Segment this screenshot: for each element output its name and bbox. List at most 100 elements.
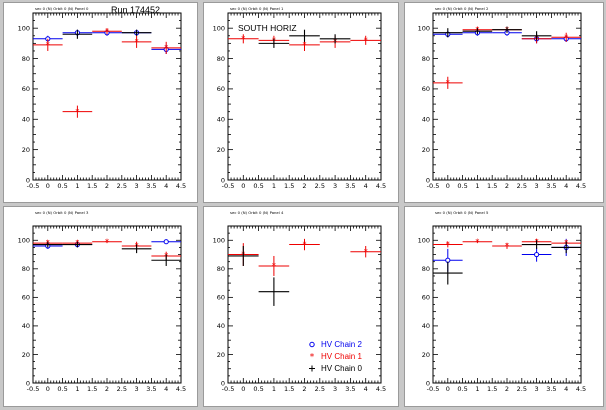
panel-4: sec 0 (N) Orbit 0 (N) Panel 402040608010… xyxy=(203,206,399,407)
y-tick-label: 0 xyxy=(221,379,225,387)
data-point-chain1: * xyxy=(241,34,245,43)
y-tick-label: 20 xyxy=(22,351,30,359)
y-tick-label: 100 xyxy=(213,237,225,245)
y-tick-label: 80 xyxy=(22,55,30,63)
legend-entry: * HV Chain 1 xyxy=(310,352,363,363)
x-tick-label: -0.5 xyxy=(427,182,440,190)
x-tick-label: 1 xyxy=(272,182,276,190)
x-tick-label: 2 xyxy=(105,385,109,393)
y-tick-label: 100 xyxy=(18,24,30,32)
x-tick-label: 2 xyxy=(302,385,306,393)
x-tick-label: 2.5 xyxy=(517,385,527,393)
y-tick-label: 60 xyxy=(422,294,430,302)
panel-5: sec 0 (N) Orbit 0 (N) Panel 502040608010… xyxy=(404,206,604,407)
x-tick-label: 3 xyxy=(135,385,139,393)
y-tick-label: 80 xyxy=(422,265,430,273)
y-tick-label: 0 xyxy=(426,176,430,184)
x-tick-label: -0.5 xyxy=(222,385,235,393)
data-point-chain1: * xyxy=(505,242,509,251)
legend-entry: HV Chain 0 xyxy=(309,364,362,373)
x-tick-label: 2 xyxy=(505,182,509,190)
data-point-chain1: * xyxy=(164,44,168,53)
x-tick-label: 0 xyxy=(241,182,245,190)
x-tick-label: 4 xyxy=(164,182,168,190)
y-tick-label: 0 xyxy=(426,379,430,387)
y-tick-label: 80 xyxy=(217,265,225,273)
panel-title: sec 0 (N) Orbit 0 (N) Panel 2 xyxy=(435,6,489,11)
x-tick-label: 3.5 xyxy=(146,182,156,190)
x-tick-label: 1.5 xyxy=(487,385,497,393)
y-tick-label: 20 xyxy=(217,146,225,154)
panel-0: sec 0 (N) Orbit 0 (N) Panel 0 Run 174452 0… xyxy=(3,2,198,203)
x-tick-label: 2.5 xyxy=(117,385,127,393)
pad-background xyxy=(203,2,399,203)
y-tick-label: 60 xyxy=(22,294,30,302)
data-point-chain1: * xyxy=(364,247,368,256)
x-tick-label: 3 xyxy=(535,385,539,393)
y-tick-label: 80 xyxy=(22,265,30,273)
y-tick-label: 0 xyxy=(221,176,225,184)
y-tick-label: 80 xyxy=(422,55,430,63)
x-tick-label: 0.5 xyxy=(57,182,67,190)
y-tick-label: 60 xyxy=(217,85,225,93)
panel-title: sec 0 (N) Orbit 0 (N) Panel 3 xyxy=(35,210,89,215)
y-tick-label: 40 xyxy=(422,116,430,124)
x-tick-label: 1.5 xyxy=(284,182,294,190)
x-tick-label: 2.5 xyxy=(117,182,127,190)
pad-background xyxy=(404,2,604,203)
legend-marker-circle xyxy=(309,341,315,348)
x-tick-label: -0.5 xyxy=(27,385,40,393)
pad-background xyxy=(3,2,198,203)
data-point-chain1: * xyxy=(475,237,479,246)
x-tick-label: 0.5 xyxy=(253,385,263,393)
x-tick-label: 4.5 xyxy=(176,182,186,190)
x-tick-label: 3.5 xyxy=(345,182,355,190)
x-tick-label: 0.5 xyxy=(253,182,263,190)
x-tick-label: -0.5 xyxy=(222,182,235,190)
x-tick-label: 3.5 xyxy=(345,385,355,393)
panel-2: sec 0 (N) Orbit 0 (N) Panel 202040608010… xyxy=(404,2,604,203)
x-tick-label: 3 xyxy=(333,385,337,393)
x-tick-label: 4 xyxy=(164,385,168,393)
x-tick-label: 3 xyxy=(333,182,337,190)
y-tick-label: 100 xyxy=(418,237,430,245)
x-tick-label: 2 xyxy=(302,182,306,190)
x-tick-label: 4 xyxy=(564,385,568,393)
y-tick-label: 40 xyxy=(217,322,225,330)
x-tick-label: 4.5 xyxy=(376,385,386,393)
data-point-chain2 xyxy=(534,251,540,258)
legend-label: HV Chain 2 xyxy=(321,340,362,349)
x-tick-label: 3.5 xyxy=(546,385,556,393)
x-tick-label: 1 xyxy=(75,182,79,190)
y-tick-label: 60 xyxy=(422,85,430,93)
data-point-chain1: * xyxy=(446,240,450,249)
x-tick-label: 1 xyxy=(475,385,479,393)
y-tick-label: 100 xyxy=(213,24,225,32)
x-tick-label: 1 xyxy=(75,385,79,393)
y-tick-label: 20 xyxy=(422,351,430,359)
y-tick-label: 40 xyxy=(22,116,30,124)
y-tick-label: 100 xyxy=(18,237,30,245)
y-tick-label: 80 xyxy=(217,55,225,63)
x-tick-label: 1.5 xyxy=(487,182,497,190)
data-point-chain2 xyxy=(163,239,169,245)
legend-entry: HV Chain 2 xyxy=(309,340,362,349)
data-point-chain1: * xyxy=(75,107,79,116)
x-tick-label: 0 xyxy=(241,385,245,393)
y-tick-label: 40 xyxy=(22,322,30,330)
legend-label: HV Chain 0 xyxy=(321,364,362,373)
x-tick-label: 3 xyxy=(135,182,139,190)
x-tick-label: 4 xyxy=(364,182,368,190)
data-point-chain1: * xyxy=(364,36,368,45)
x-tick-label: 1.5 xyxy=(87,385,97,393)
x-tick-label: 1 xyxy=(475,182,479,190)
x-tick-label: 0 xyxy=(46,385,50,393)
run-label: Run 174452 xyxy=(111,5,160,15)
data-point-chain1: * xyxy=(135,37,139,46)
x-tick-label: 0 xyxy=(446,182,450,190)
y-tick-label: 40 xyxy=(422,322,430,330)
x-tick-label: 3.5 xyxy=(146,385,156,393)
x-tick-label: 2.5 xyxy=(517,182,527,190)
